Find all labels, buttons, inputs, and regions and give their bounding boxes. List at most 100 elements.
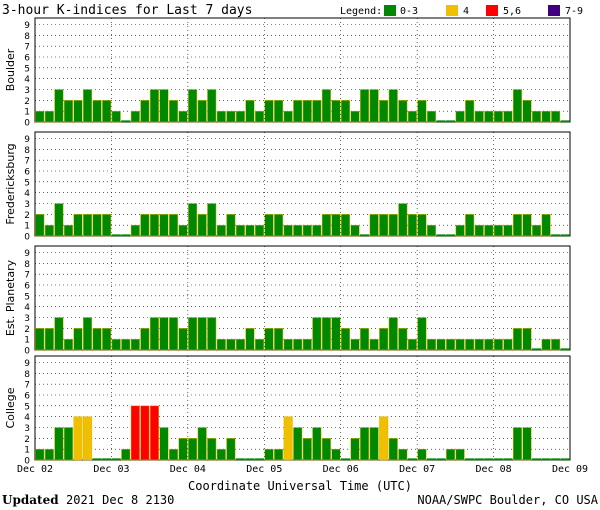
k-index-bar (92, 458, 102, 461)
k-index-bar (512, 328, 522, 351)
k-index-bar (340, 458, 351, 461)
k-index-bar (197, 214, 207, 237)
x-axis-label: Coordinate Universal Time (UTC) (188, 479, 412, 493)
y-tick-label: 1 (24, 336, 30, 346)
k-index-bar (312, 427, 322, 461)
k-index-bar (541, 458, 551, 461)
y-tick-label: 1 (24, 222, 30, 232)
x-tick-label: Dec 02 (17, 464, 53, 475)
k-index-bar (312, 100, 322, 123)
k-index-bar (283, 338, 293, 351)
k-index-bar (274, 448, 284, 461)
y-tick-label: 9 (24, 359, 30, 369)
k-index-bar (54, 203, 64, 237)
x-tick-label: Dec 06 (323, 464, 359, 475)
legend: Legend: 0-3 4 5,6 7-9 (340, 5, 583, 17)
k-index-bar (532, 110, 542, 123)
k-index-bar (44, 328, 54, 351)
k-index-bar (436, 458, 446, 461)
y-tick-label: 4 (24, 189, 30, 199)
k-index-bar (44, 110, 54, 123)
y-tick-label: 1 (24, 446, 30, 456)
y-tick-label: 0 (24, 233, 30, 243)
y-tick-label: 2 (24, 435, 30, 445)
y-tick-label: 8 (24, 146, 30, 156)
k-index-bar (274, 214, 284, 237)
k-index-bar (398, 203, 408, 237)
k-index-bar (379, 328, 389, 351)
x-tick-label: Dec 03 (93, 464, 129, 475)
y-tick-label: 7 (24, 43, 30, 53)
legend-item-7-9: 7-9 (565, 6, 583, 17)
k-index-bar (235, 458, 245, 461)
k-index-bar (465, 214, 475, 237)
chart-title: 3-hour K-indices for Last 7 days (2, 3, 252, 18)
k-index-bar (121, 338, 131, 351)
k-index-bar (312, 224, 322, 237)
k-index-bar (254, 110, 265, 123)
k-index-bar (111, 458, 121, 461)
k-index-bar (455, 338, 465, 351)
k-index-bar (465, 100, 475, 123)
k-index-bar (254, 458, 265, 461)
k-index-bar (321, 438, 331, 461)
y-tick-label: 7 (24, 271, 30, 281)
legend-swatch-7-9 (548, 5, 560, 16)
k-index-bar (350, 110, 360, 123)
k-index-bar (465, 458, 475, 461)
k-index-bar (159, 214, 169, 237)
k-index-bar (302, 338, 312, 351)
k-index-bar (417, 317, 427, 351)
x-axis-ticks: Dec 02 Dec 03 Dec 04 Dec 05 Dec 06 Dec 07 Dec … (17, 464, 588, 475)
y-tick-label: 8 (24, 370, 30, 380)
x-tick-label: Dec 05 (246, 464, 282, 475)
k-index-bar (226, 338, 236, 351)
k-index-bar (436, 234, 446, 237)
k-index-bar (522, 427, 532, 461)
k-index-bar (35, 110, 45, 123)
k-index-bar (254, 224, 265, 237)
k-index-bar (245, 458, 255, 461)
k-index-bar (216, 448, 226, 461)
k-index-bar (398, 328, 408, 351)
k-index-bar (83, 317, 93, 351)
k-index-bar (130, 224, 140, 237)
k-index-bar (226, 214, 236, 237)
k-index-bar (245, 224, 255, 237)
k-index-bar (512, 427, 522, 461)
k-index-bar (493, 224, 503, 237)
y-tick-label: 3 (24, 314, 30, 324)
y-tick-label: 7 (24, 157, 30, 167)
k-index-bar (140, 100, 150, 123)
k-index-bar (111, 110, 121, 123)
k-index-bar (360, 234, 370, 237)
k-index-bar (216, 110, 226, 123)
k-index-bar (226, 110, 236, 123)
k-index-bar (350, 438, 360, 461)
k-index-bar (426, 224, 437, 237)
k-index-bar (293, 338, 303, 351)
k-index-bar (159, 317, 169, 351)
y-tick-label: 3 (24, 86, 30, 96)
k-index-bar (216, 224, 226, 237)
k-index-bar (522, 214, 532, 237)
k-index-bar (446, 234, 456, 237)
k-index-bar (35, 214, 45, 237)
panels: 0123456789Boulder0123456789Fredericksbur… (4, 17, 571, 467)
k-index-bar (235, 110, 245, 123)
k-index-bar (407, 110, 417, 123)
k-index-bar (455, 448, 465, 461)
k-index-bar (274, 100, 284, 123)
k-index-bar (159, 89, 169, 123)
k-index-bar (92, 100, 102, 123)
k-index-bar (54, 89, 64, 123)
k-index-bar (178, 328, 188, 351)
k-index-bar (102, 328, 112, 351)
panel-frame (34, 131, 571, 237)
k-index-bar (340, 100, 351, 123)
k-index-bar (111, 338, 121, 351)
k-index-bar (73, 328, 83, 351)
panel-label: Est. Planetary (4, 259, 17, 336)
